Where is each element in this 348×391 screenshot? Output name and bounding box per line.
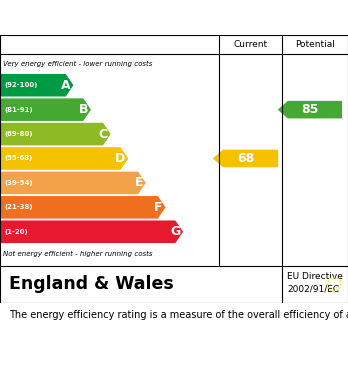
Polygon shape bbox=[1, 74, 73, 97]
Polygon shape bbox=[213, 150, 278, 167]
Text: Very energy efficient - lower running costs: Very energy efficient - lower running co… bbox=[3, 61, 153, 67]
Text: (55-68): (55-68) bbox=[4, 156, 32, 161]
Text: Current: Current bbox=[234, 40, 268, 49]
Text: (92-100): (92-100) bbox=[4, 82, 38, 88]
Text: (1-20): (1-20) bbox=[4, 229, 28, 235]
Text: 68: 68 bbox=[237, 152, 254, 165]
Text: F: F bbox=[154, 201, 163, 214]
Text: G: G bbox=[170, 225, 180, 238]
Polygon shape bbox=[1, 99, 91, 121]
Text: A: A bbox=[61, 79, 71, 92]
Polygon shape bbox=[327, 280, 330, 282]
Polygon shape bbox=[333, 290, 335, 292]
Polygon shape bbox=[339, 286, 341, 289]
Text: Not energy efficient - higher running costs: Not energy efficient - higher running co… bbox=[3, 251, 153, 257]
Text: (69-80): (69-80) bbox=[4, 131, 33, 137]
Text: (81-91): (81-91) bbox=[4, 107, 33, 113]
Text: (39-54): (39-54) bbox=[4, 180, 33, 186]
Text: Potential: Potential bbox=[295, 40, 335, 49]
Text: E: E bbox=[134, 176, 143, 189]
Polygon shape bbox=[1, 221, 183, 243]
Polygon shape bbox=[329, 277, 332, 280]
Text: D: D bbox=[115, 152, 126, 165]
Polygon shape bbox=[336, 289, 339, 291]
Text: C: C bbox=[99, 127, 108, 141]
Polygon shape bbox=[336, 277, 339, 280]
Polygon shape bbox=[1, 196, 166, 219]
Text: EU Directive
2002/91/EC: EU Directive 2002/91/EC bbox=[287, 272, 343, 293]
Text: Energy Efficiency Rating: Energy Efficiency Rating bbox=[9, 11, 230, 26]
Polygon shape bbox=[1, 172, 146, 194]
Text: B: B bbox=[79, 103, 88, 116]
Polygon shape bbox=[1, 147, 128, 170]
Polygon shape bbox=[278, 101, 342, 118]
Text: 85: 85 bbox=[301, 103, 318, 116]
Polygon shape bbox=[326, 283, 329, 286]
Polygon shape bbox=[339, 283, 342, 286]
Text: (21-38): (21-38) bbox=[4, 204, 33, 210]
Text: England & Wales: England & Wales bbox=[9, 275, 173, 294]
Polygon shape bbox=[1, 123, 111, 145]
Polygon shape bbox=[339, 280, 341, 282]
Polygon shape bbox=[327, 286, 330, 289]
Polygon shape bbox=[329, 289, 332, 291]
Polygon shape bbox=[333, 276, 335, 279]
Text: The energy efficiency rating is a measure of the overall efficiency of a home. T: The energy efficiency rating is a measur… bbox=[9, 310, 348, 320]
